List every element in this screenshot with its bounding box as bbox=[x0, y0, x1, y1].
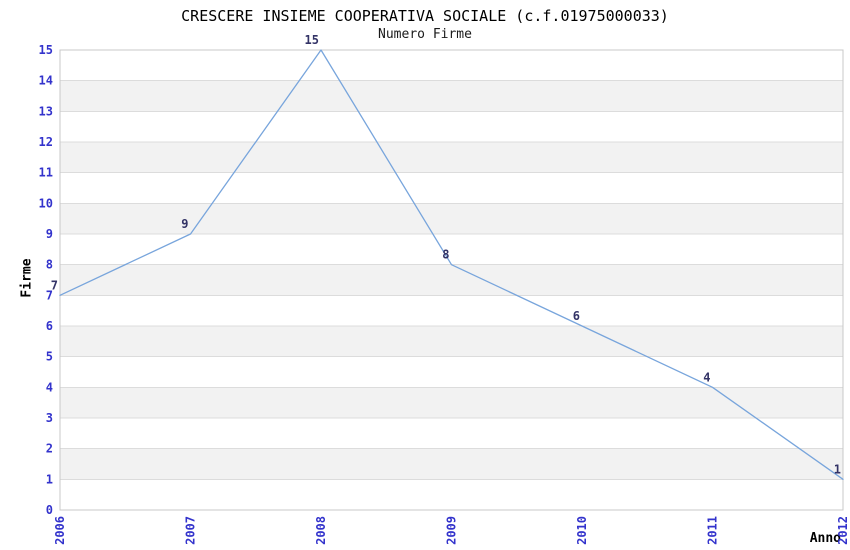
y-tick-label: 2 bbox=[46, 442, 53, 456]
x-tick-label: 2008 bbox=[314, 516, 328, 545]
y-tick-label: 3 bbox=[46, 411, 53, 425]
x-tick-label: 2007 bbox=[184, 516, 198, 545]
y-tick-label: 9 bbox=[46, 227, 53, 241]
grid-band bbox=[60, 448, 843, 480]
grid-band bbox=[60, 326, 843, 357]
grid-band bbox=[60, 418, 843, 449]
plot-border bbox=[59, 49, 844, 511]
grid-band bbox=[60, 295, 843, 326]
y-tick-label: 4 bbox=[46, 380, 53, 394]
grid-band bbox=[60, 203, 843, 234]
y-tick-label: 14 bbox=[39, 74, 53, 88]
grid-band bbox=[60, 234, 843, 265]
x-tick-label: 2006 bbox=[53, 516, 67, 545]
data-point-label: 1 bbox=[834, 462, 841, 476]
x-tick-label: 2011 bbox=[706, 516, 720, 545]
grid-band bbox=[60, 50, 843, 81]
data-point-label: 7 bbox=[51, 278, 58, 292]
x-tick-label: 2009 bbox=[445, 516, 459, 545]
grid-band bbox=[60, 172, 843, 204]
data-point-label: 9 bbox=[181, 217, 188, 231]
grid-band bbox=[60, 387, 843, 418]
y-tick-label: 12 bbox=[39, 135, 53, 149]
grid-band bbox=[60, 111, 843, 142]
data-point-label: 4 bbox=[703, 370, 710, 384]
y-tick-label: 7 bbox=[46, 288, 53, 302]
data-point-label: 6 bbox=[573, 309, 580, 323]
grid-band bbox=[60, 264, 843, 296]
y-tick-label: 11 bbox=[39, 166, 53, 180]
y-tick-label: 1 bbox=[46, 472, 53, 486]
chart-subtitle: Numero Firme bbox=[378, 27, 472, 42]
y-axis-label: Firme bbox=[19, 258, 35, 298]
x-tick-label: 2010 bbox=[575, 516, 589, 545]
chart-title: CRESCERE INSIEME COOPERATIVA SOCIALE (c.… bbox=[181, 7, 669, 25]
y-tick-label: 5 bbox=[46, 350, 53, 364]
grid-band bbox=[60, 356, 843, 388]
y-tick-label: 0 bbox=[46, 503, 53, 517]
y-tick-label: 8 bbox=[46, 258, 53, 272]
y-tick-label: 6 bbox=[46, 319, 53, 333]
grid-band bbox=[60, 80, 843, 112]
y-tick-label: 13 bbox=[39, 104, 53, 118]
grid-band bbox=[60, 142, 843, 173]
data-point-label: 8 bbox=[442, 248, 449, 262]
series-line bbox=[59, 49, 844, 480]
x-axis-label: Anno bbox=[809, 531, 841, 546]
y-tick-label: 15 bbox=[39, 43, 53, 57]
y-tick-label: 10 bbox=[39, 196, 53, 210]
grid-band bbox=[60, 479, 843, 510]
